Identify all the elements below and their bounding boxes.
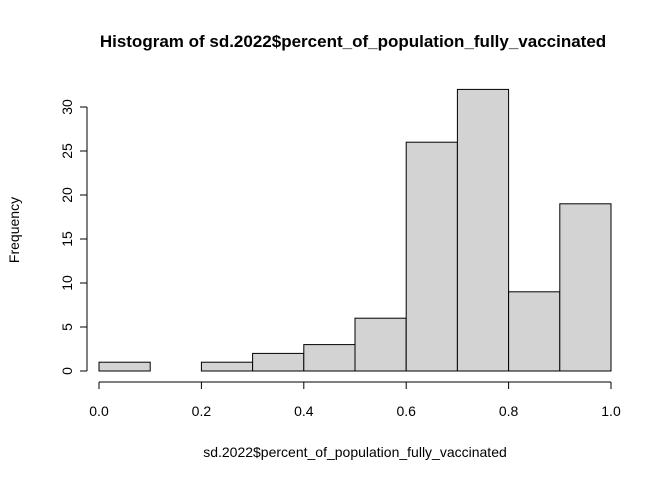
x-tick-label: 0.4: [294, 403, 314, 419]
y-tick-label: 0: [59, 367, 75, 375]
histogram-bar: [303, 344, 356, 372]
chart-title: Histogram of sd.2022$percent_of_populati…: [100, 32, 606, 51]
y-tick-label: 20: [59, 187, 75, 203]
x-axis: 0.0 0.2 0.4 0.6 0.8 1.0: [89, 381, 621, 419]
histogram-bar: [200, 361, 254, 372]
y-tick-label: 10: [59, 275, 75, 291]
histogram-bar: [405, 141, 458, 372]
y-tick-label: 15: [59, 231, 75, 247]
x-axis-label: sd.2022$percent_of_population_fully_vacc…: [203, 444, 507, 460]
histogram-bar: [252, 352, 305, 372]
y-tick-label: 30: [59, 99, 75, 115]
bars-group: [98, 88, 612, 372]
x-tick-label: 0.0: [89, 403, 109, 419]
x-tick-label: 0.8: [499, 403, 519, 419]
y-tick-label: 5: [59, 323, 75, 331]
histogram-bar: [559, 203, 612, 372]
x-tick-label: 0.2: [192, 403, 212, 419]
x-tick-label: 0.6: [396, 403, 416, 419]
y-tick-label: 25: [59, 143, 75, 159]
histogram-bar: [98, 361, 151, 372]
histogram-bar: [354, 317, 407, 372]
y-axis-label: Frequency: [6, 197, 22, 263]
x-tick-label: 1.0: [601, 403, 621, 419]
histogram-bar: [508, 291, 561, 372]
y-axis: 0 5 10 15 20 25 30: [59, 99, 88, 375]
histogram-bar: [456, 88, 510, 372]
